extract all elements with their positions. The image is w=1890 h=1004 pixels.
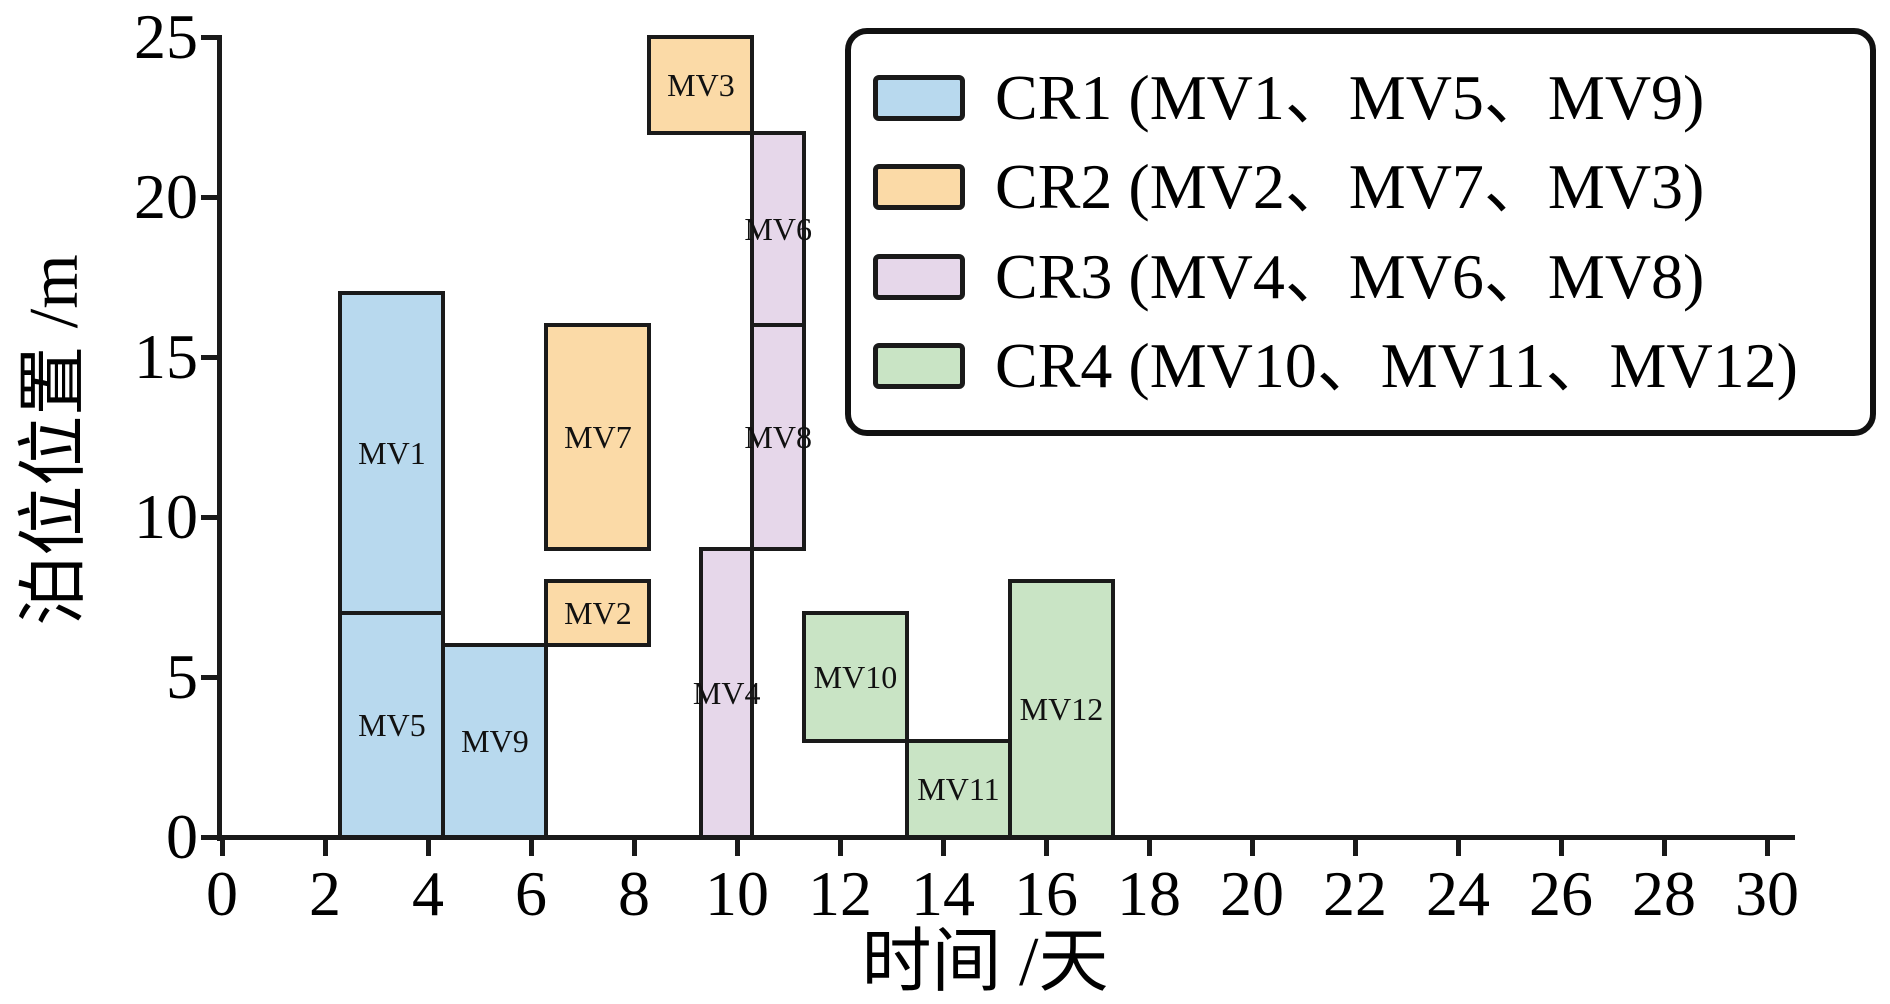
bar-mv8: MV8 — [744, 323, 812, 551]
bar-label: MV6 — [744, 210, 812, 247]
bar-mv10: MV10 — [801, 611, 909, 743]
legend-item-cr4: CR4 (MV10、MV11、MV12) — [873, 334, 1860, 398]
y-tick — [201, 34, 217, 40]
legend-item-cr1: CR1 (MV1、MV5、MV9) — [873, 61, 1860, 133]
x-tick-label: 24 — [1426, 858, 1490, 929]
x-tick — [1352, 840, 1358, 856]
bar-label: MV11 — [917, 770, 1000, 807]
x-tick — [1764, 840, 1770, 856]
bar-mv12: MV12 — [1007, 579, 1115, 839]
bar-label: MV1 — [358, 434, 426, 471]
x-tick-label: 4 — [412, 858, 444, 929]
x-tick — [1661, 840, 1667, 856]
x-tick-label: 8 — [618, 858, 650, 929]
y-tick-label: 25 — [134, 1, 198, 72]
x-tick — [1146, 840, 1152, 856]
bar-label: MV8 — [744, 418, 812, 455]
x-tick — [322, 840, 328, 856]
y-tick — [201, 354, 217, 360]
bar-mv2: MV2 — [544, 579, 652, 647]
y-tick — [201, 674, 217, 680]
x-tick-label: 26 — [1529, 858, 1593, 929]
x-tick-label: 6 — [515, 858, 547, 929]
legend-swatch — [873, 343, 965, 390]
x-tick-label: 20 — [1220, 858, 1284, 929]
x-tick-label: 2 — [309, 858, 341, 929]
legend-swatch — [873, 74, 965, 121]
legend-label: CR4 (MV10、MV11、MV12) — [995, 330, 1798, 402]
x-tick — [1249, 840, 1255, 856]
x-tick — [528, 840, 534, 856]
x-tick-label: 16 — [1014, 858, 1078, 929]
legend-swatch — [873, 253, 965, 300]
legend-label: CR1 (MV1、MV5、MV9) — [995, 61, 1705, 133]
bar-mv5: MV5 — [338, 611, 446, 839]
y-axis-label: 泊位位置 /m — [16, 254, 93, 626]
legend: CR1 (MV1、MV5、MV9) CR2 (MV2、MV7、MV3) CR3 (M… — [845, 28, 1876, 436]
x-tick — [1043, 840, 1049, 856]
bar-label: MV4 — [692, 674, 761, 711]
x-tick — [219, 840, 225, 856]
bar-label: MV5 — [358, 706, 426, 743]
bar-label: MV7 — [564, 418, 632, 455]
legend-item-cr3: CR3 (MV4、MV6、MV8) — [873, 240, 1860, 312]
x-tick — [631, 840, 637, 856]
x-tick-label: 18 — [1117, 858, 1181, 929]
y-tick-label: 15 — [134, 321, 198, 392]
bar-label: MV2 — [564, 594, 632, 631]
bar-label: MV3 — [667, 66, 735, 103]
y-tick-label: 20 — [134, 161, 198, 232]
x-tick-label: 14 — [911, 858, 975, 929]
bar-label: MV12 — [1019, 690, 1104, 727]
x-tick — [734, 840, 740, 856]
bar-mv7: MV7 — [544, 323, 652, 551]
x-tick — [940, 840, 946, 856]
legend-item-cr2: CR2 (MV2、MV7、MV3) — [873, 155, 1860, 219]
bar-mv9: MV9 — [441, 643, 549, 839]
x-tick — [1455, 840, 1461, 856]
x-tick — [837, 840, 843, 856]
bar-label: MV9 — [461, 722, 529, 759]
x-tick-label: 12 — [808, 858, 872, 929]
x-axis-label: 时间 /天 — [861, 924, 1109, 1001]
x-tick-label: 0 — [206, 858, 238, 929]
x-tick-label: 28 — [1632, 858, 1696, 929]
legend-label: CR3 (MV4、MV6、MV8) — [995, 240, 1705, 312]
legend-swatch — [873, 164, 965, 211]
x-tick — [425, 840, 431, 856]
bar-mv3: MV3 — [647, 35, 755, 135]
y-tick — [201, 194, 217, 200]
y-tick-label: 5 — [166, 641, 198, 712]
x-tick-label: 10 — [705, 858, 769, 929]
x-tick — [1558, 840, 1564, 856]
y-tick — [201, 834, 217, 840]
bar-mv4: MV4 — [693, 547, 760, 839]
y-tick-label: 0 — [166, 801, 198, 872]
bar-label: MV10 — [813, 658, 898, 695]
legend-label: CR2 (MV2、MV7、MV3) — [995, 151, 1705, 223]
bar-mv11: MV11 — [904, 739, 1012, 839]
x-tick-label: 22 — [1323, 858, 1387, 929]
bar-mv6: MV6 — [744, 131, 812, 327]
y-tick — [201, 514, 217, 520]
y-axis-spine — [217, 35, 222, 841]
bar-mv1: MV1 — [338, 291, 446, 615]
x-tick-label: 30 — [1735, 858, 1799, 929]
y-tick-label: 10 — [134, 481, 198, 552]
